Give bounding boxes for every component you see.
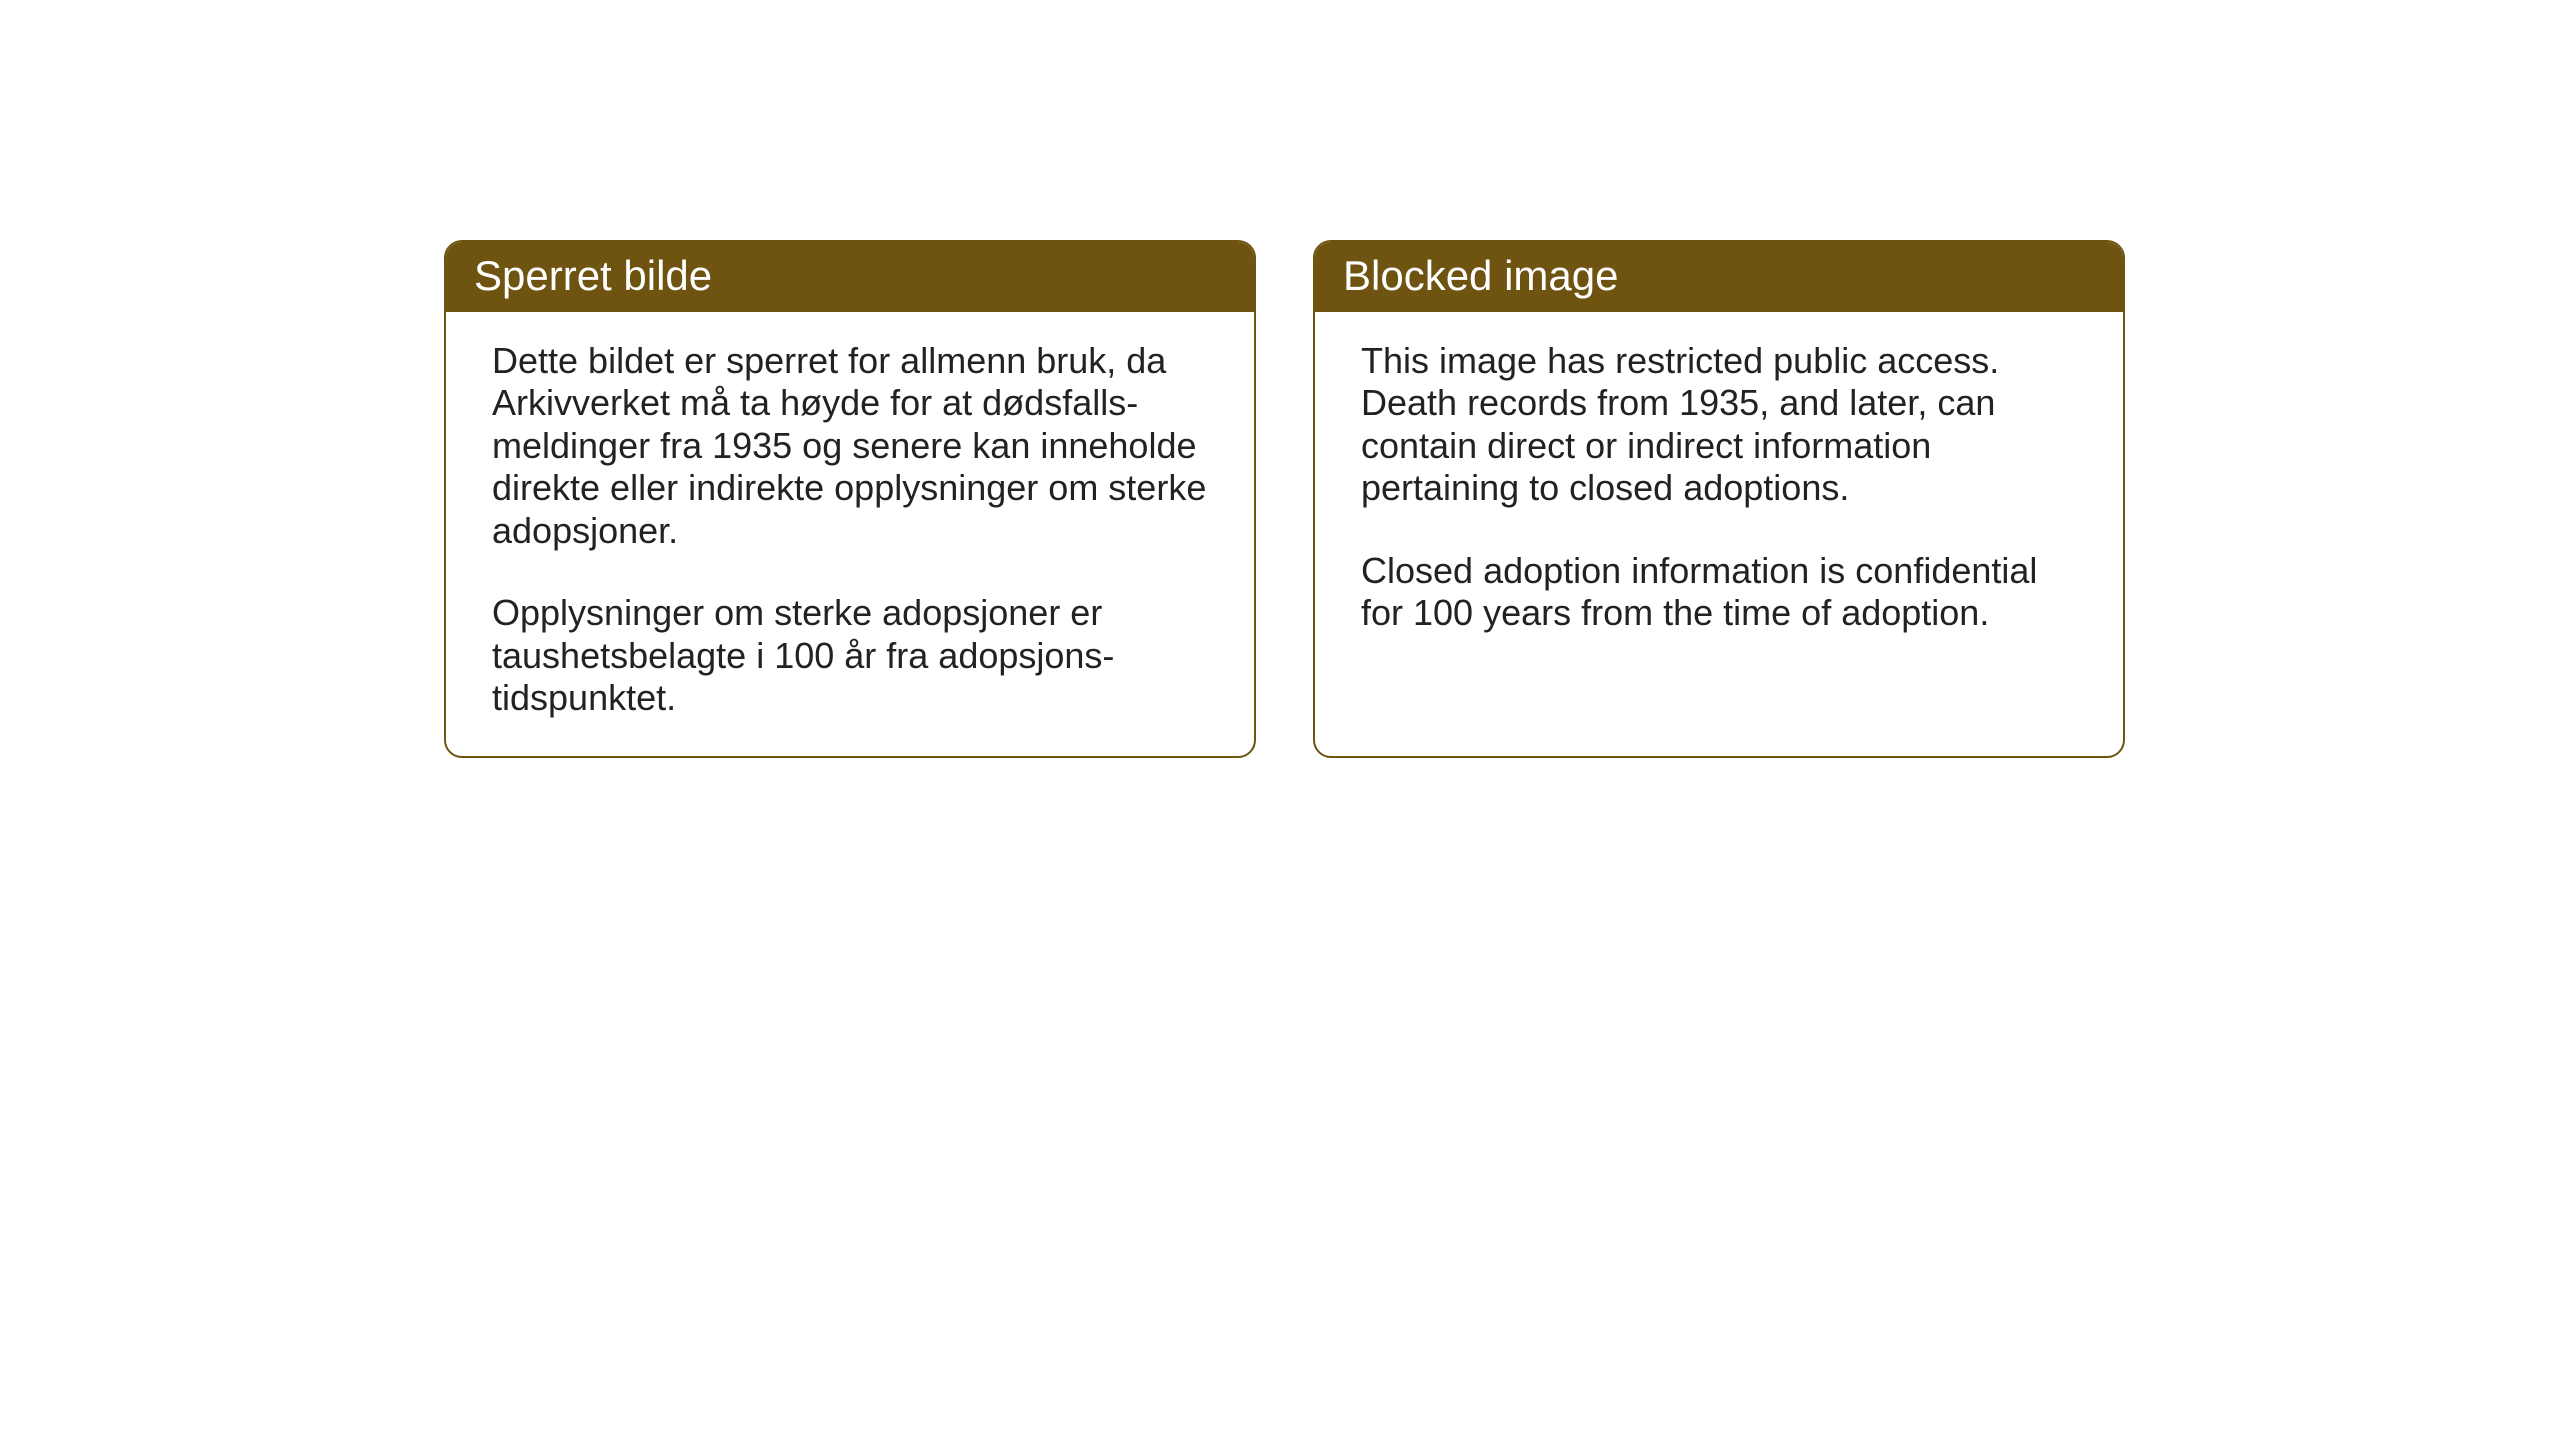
notice-card-norwegian: Sperret bilde Dette bildet er sperret fo… [444, 240, 1256, 758]
notice-container: Sperret bilde Dette bildet er sperret fo… [444, 240, 2125, 758]
card-body-norwegian: Dette bildet er sperret for allmenn bruk… [446, 312, 1254, 756]
notice-paragraph: This image has restricted public access.… [1361, 340, 2077, 510]
card-title-english: Blocked image [1343, 252, 1618, 299]
card-header-english: Blocked image [1315, 242, 2123, 312]
card-body-english: This image has restricted public access.… [1315, 312, 2123, 752]
notice-paragraph: Opplysninger om sterke adopsjoner er tau… [492, 592, 1208, 719]
notice-paragraph: Dette bildet er sperret for allmenn bruk… [492, 340, 1208, 552]
notice-card-english: Blocked image This image has restricted … [1313, 240, 2125, 758]
notice-paragraph: Closed adoption information is confident… [1361, 550, 2077, 635]
card-header-norwegian: Sperret bilde [446, 242, 1254, 312]
card-title-norwegian: Sperret bilde [474, 252, 712, 299]
